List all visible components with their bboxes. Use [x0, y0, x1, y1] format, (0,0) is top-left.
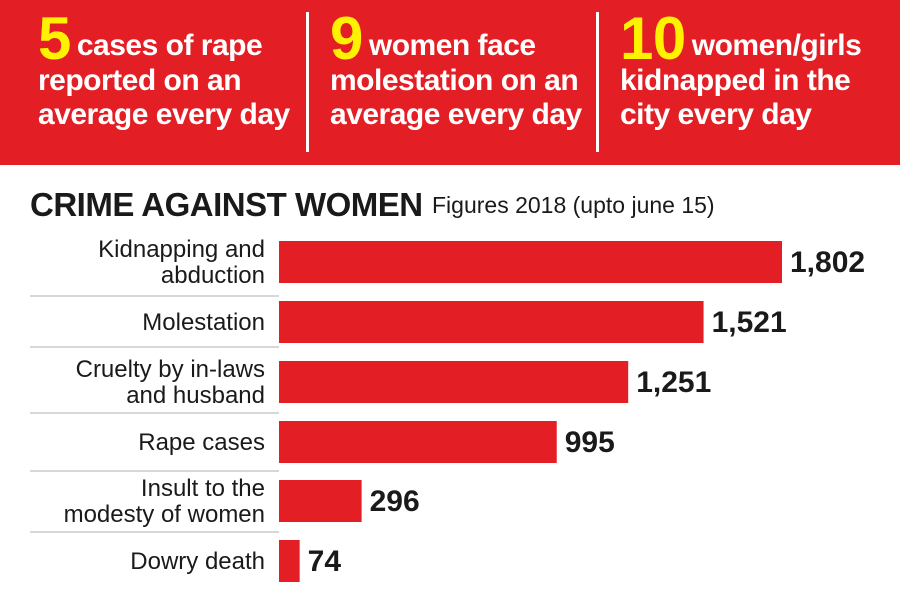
chart-title: CRIME AGAINST WOMEN [30, 186, 423, 223]
bar-cruelty [279, 361, 629, 403]
stat-rape: 5 cases of rape reported on an average ev… [38, 0, 303, 165]
category-label-rape: Rape cases [138, 429, 265, 456]
stat-rape-line-3: average every day [38, 98, 290, 131]
value-label-cruelty: 1,251 [636, 366, 711, 399]
stat-kidnapping-text: 10 women/girls kidnapped in the city ever… [620, 9, 890, 132]
value-label-kidnapping: 1,802 [790, 246, 865, 279]
stat-kidnapping-line-1: women/girls [691, 29, 862, 62]
category-label-molestation: Molestation [142, 309, 265, 336]
stat-kidnapping-line-3: city every day [620, 98, 812, 131]
bar-insult [279, 480, 362, 522]
stat-rape-number: 5 [38, 5, 71, 72]
category-label-insult: modesty of women [64, 501, 265, 528]
bar-kidnapping [279, 241, 782, 283]
stats-banner: 5 cases of rape reported on an average ev… [0, 0, 900, 165]
category-label-cruelty: and husband [126, 382, 265, 409]
stat-molestation-line-1: women face [368, 29, 536, 62]
bar-molestation [279, 301, 704, 343]
banner-divider-2 [596, 12, 599, 152]
stat-molestation-number: 9 [330, 5, 363, 72]
value-label-insult: 296 [370, 485, 420, 518]
banner-divider-1 [306, 12, 309, 152]
category-label-cruelty: Cruelty by in-laws [76, 356, 265, 383]
stat-rape-line-1: cases of rape [76, 29, 263, 62]
stat-kidnapping: 10 women/girls kidnapped in the city ever… [620, 0, 890, 165]
stat-kidnapping-line-2: kidnapped in the [620, 64, 851, 97]
value-label-rape: 995 [565, 426, 615, 459]
stat-molestation-line-2: molestation on an [330, 64, 579, 97]
value-label-molestation: 1,521 [712, 306, 787, 339]
stat-rape-text: 5 cases of rape reported on an average ev… [38, 9, 303, 132]
stat-molestation-text: 9 women face molestation on an average ev… [330, 9, 595, 132]
bar-rape [279, 421, 557, 463]
category-label-kidnapping: Kidnapping and [98, 236, 265, 263]
stat-molestation: 9 women face molestation on an average ev… [330, 0, 595, 165]
value-label-dowry: 74 [308, 545, 342, 578]
category-label-insult: Insult to the [141, 475, 265, 502]
stat-molestation-line-3: average every day [330, 98, 582, 131]
stat-rape-line-2: reported on an [38, 64, 242, 97]
stat-kidnapping-number: 10 [620, 5, 686, 72]
category-label-kidnapping: abduction [161, 262, 265, 289]
bar-dowry [279, 540, 300, 582]
category-label-dowry: Dowry death [130, 548, 265, 575]
chart-subtitle: Figures 2018 (upto june 15) [432, 192, 715, 218]
